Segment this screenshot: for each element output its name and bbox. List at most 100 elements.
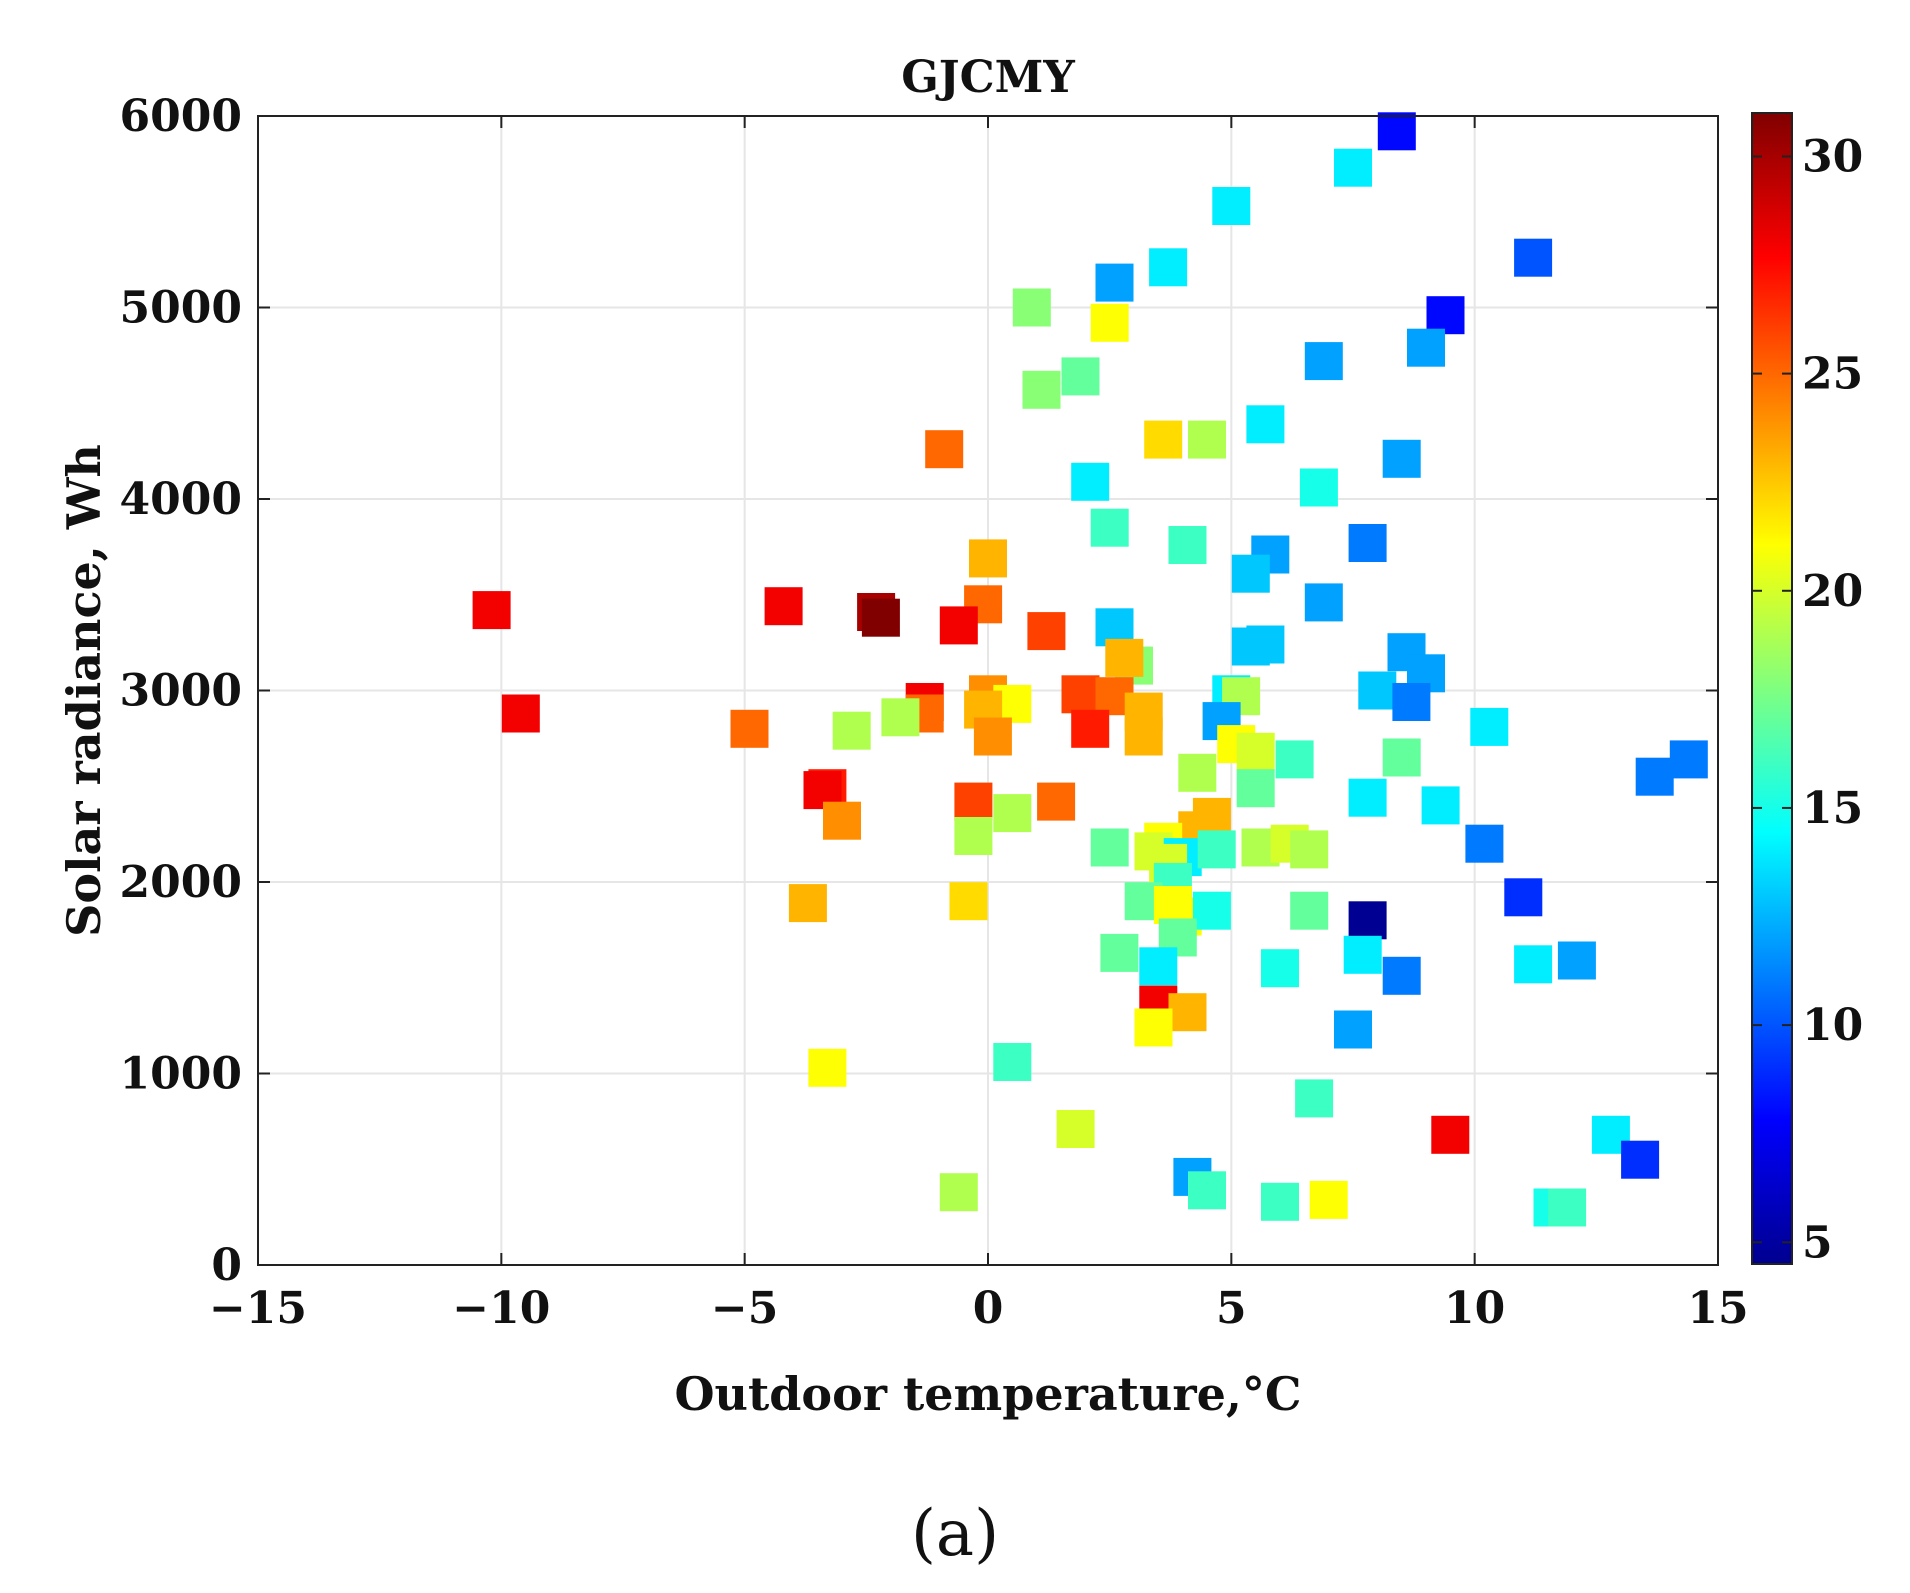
colorbar-tick-label: 10 [1802,1000,1863,1051]
data-point [954,817,993,855]
data-point [925,430,964,469]
data-point [1192,891,1231,930]
data-point [1514,238,1553,277]
data-point [1188,1171,1226,1210]
x-tick-label: −15 [209,1283,307,1334]
data-point [1178,753,1217,792]
data-point [1431,1115,1470,1154]
data-point [1299,468,1338,507]
data-point [1514,945,1553,984]
panel-caption: (a) [911,1497,999,1571]
data-point [1295,1079,1334,1118]
data-point [1392,683,1431,721]
data-point [1246,405,1285,444]
data-point [1095,263,1134,302]
data-point [472,591,511,630]
data-point [1343,935,1382,974]
data-point [808,1048,847,1087]
data-point [1358,671,1397,710]
y-axis-ticks: 0 1000 2000 3000 4000 5000 6000 [120,91,1718,1291]
data-point [1061,357,1100,396]
data-point [1290,830,1329,869]
data-point [1236,769,1275,808]
chart-title: GJCMY [901,52,1075,103]
data-point [1071,462,1110,501]
data-point [1304,342,1343,381]
data-point [788,884,827,923]
data-point [1197,830,1236,869]
data-points [472,112,1708,1227]
data-point [1168,526,1207,564]
data-point [949,882,988,921]
y-tick-label: 6000 [120,91,242,142]
data-point [1188,420,1226,459]
data-point [1275,740,1314,779]
data-point [1377,112,1416,151]
x-tick-label: 5 [1216,1283,1247,1334]
data-point [1548,1188,1587,1227]
data-point [1621,1140,1660,1179]
data-point [973,717,1012,756]
colorbar-tick-label: 25 [1802,349,1863,400]
data-point [1168,993,1207,1032]
data-point [1334,148,1372,187]
data-point [1246,625,1285,664]
data-point [939,1173,978,1212]
y-tick-label: 2000 [120,857,242,908]
data-point [1105,638,1144,677]
data-point [1027,612,1066,651]
data-point [1669,740,1708,779]
data-point [1090,303,1129,342]
data-point [1090,828,1129,867]
y-axis-label: Solar radiance, Wh [57,444,111,937]
data-point [939,606,978,645]
y-tick-label: 3000 [120,666,242,717]
data-point [1037,782,1076,821]
y-tick-label: 4000 [120,474,242,525]
data-point [1231,554,1270,593]
data-point [1012,288,1051,327]
data-point [1139,947,1178,986]
data-point [1407,328,1445,367]
colorbar-tick-label: 5 [1802,1217,1833,1268]
data-point [823,801,861,840]
data-point [1100,933,1139,972]
y-tick-label: 0 [211,1240,242,1291]
x-tick-label: −5 [711,1283,778,1334]
data-point [1465,824,1504,863]
x-axis-label: Outdoor temperature,°C [674,1367,1301,1421]
x-tick-label: 10 [1444,1283,1505,1334]
x-axis-ticks: −15 −10 −5 0 5 10 15 [209,116,1749,1334]
data-point [1348,524,1387,562]
data-point [1348,901,1387,940]
data-point [1212,187,1251,225]
y-tick-label: 5000 [120,283,242,334]
data-point [1504,878,1543,917]
data-point [1236,732,1275,771]
data-point [1149,248,1188,287]
grid [258,116,1718,1265]
data-point [1304,583,1343,622]
data-point [1309,1180,1348,1219]
data-point [1426,296,1465,335]
data-point [969,539,1007,578]
data-point [832,711,871,750]
x-tick-label: −10 [452,1283,550,1334]
data-point [501,694,540,733]
data-point [1421,786,1460,825]
colorbar-tick-label: 30 [1802,131,1863,182]
data-point [1348,778,1387,817]
data-point [1334,1010,1372,1049]
colorbar [1751,112,1793,1265]
data-point [1261,949,1299,988]
data-point [954,782,993,821]
data-point [1290,891,1329,930]
x-tick-label: 0 [973,1283,1004,1334]
colorbar-tick-label: 15 [1802,783,1863,834]
data-point [1022,370,1061,409]
colorbar-ticks: 5 10 15 20 25 30 [1752,131,1863,1268]
data-point [730,709,769,748]
data-point [1071,709,1110,748]
data-point [1261,1182,1299,1221]
